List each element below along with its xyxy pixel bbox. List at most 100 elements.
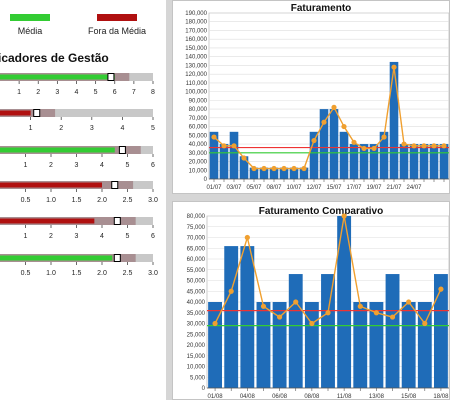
series-point bbox=[441, 143, 447, 149]
y-tick-label: 35,000 bbox=[187, 311, 206, 317]
series-point bbox=[293, 299, 299, 305]
series-point bbox=[301, 165, 307, 172]
bar bbox=[208, 302, 223, 388]
gauge-tick-label: 6 bbox=[151, 233, 155, 240]
gauge-tick-label: 5 bbox=[126, 233, 130, 240]
bar bbox=[288, 274, 303, 388]
x-tick-label: 24/07 bbox=[406, 185, 422, 191]
gauge-tick-label: 5 bbox=[151, 125, 155, 132]
x-tick-label: 18/08 bbox=[433, 394, 449, 399]
series-point bbox=[271, 165, 277, 172]
legend-label: Média bbox=[18, 26, 43, 36]
y-tick-label: 180,000 bbox=[185, 20, 207, 26]
y-tick-label: 10,000 bbox=[189, 168, 208, 174]
indicators-svg: Média Fora da Média icadores de Gestão 1 2 3 4… bbox=[0, 14, 158, 277]
bar bbox=[319, 109, 329, 179]
y-tick-label: 15,000 bbox=[187, 354, 206, 360]
series-point bbox=[251, 165, 257, 172]
y-tick-label: 80,000 bbox=[189, 107, 208, 113]
bar bbox=[349, 144, 359, 179]
bar bbox=[379, 131, 389, 179]
series-point bbox=[381, 134, 387, 140]
series-point bbox=[291, 165, 297, 172]
x-tick-label: 15/07 bbox=[326, 185, 342, 191]
x-tick-label: 04/08 bbox=[240, 394, 256, 399]
bar bbox=[289, 167, 299, 179]
y-tick-label: 5,000 bbox=[190, 375, 206, 381]
bar bbox=[299, 167, 309, 179]
series-point bbox=[221, 143, 227, 149]
series-point bbox=[341, 123, 347, 130]
x-tick-label: 19/07 bbox=[366, 185, 382, 191]
gauge-tick-label: 0.5 bbox=[21, 270, 31, 277]
gauge-tick-label: 2.0 bbox=[97, 270, 107, 277]
gauge-marker bbox=[113, 254, 121, 262]
gauge-tick-label: 3 bbox=[55, 89, 59, 96]
gauge-tick-label: 3 bbox=[75, 233, 79, 240]
bar bbox=[409, 144, 419, 179]
gauge-tick-label: 1.0 bbox=[46, 270, 56, 277]
bar bbox=[224, 246, 239, 388]
y-tick-label: 25,000 bbox=[187, 332, 206, 338]
y-tick-label: 75,000 bbox=[187, 225, 206, 231]
gauge-tick-label: 2 bbox=[59, 125, 63, 132]
x-tick-label: 13/08 bbox=[369, 394, 385, 399]
gauge-tick-label: 3 bbox=[75, 162, 79, 169]
series-point bbox=[331, 104, 337, 110]
gauge-value-bar bbox=[0, 147, 115, 153]
y-tick-label: 100,000 bbox=[185, 90, 207, 96]
x-tick-label: 01/07 bbox=[206, 185, 222, 191]
gauge-tick-label: 2.5 bbox=[123, 270, 133, 277]
bar bbox=[385, 274, 400, 388]
bar bbox=[272, 302, 287, 388]
series-point bbox=[371, 145, 377, 152]
y-tick-label: 80,000 bbox=[187, 214, 206, 220]
gauge-marker bbox=[107, 73, 115, 81]
plot-area bbox=[208, 12, 449, 180]
y-tick-label: 30,000 bbox=[187, 322, 206, 328]
series-point bbox=[228, 288, 234, 294]
series-point bbox=[351, 139, 357, 145]
x-tick-label: 03/07 bbox=[226, 185, 242, 191]
series-point bbox=[391, 64, 397, 70]
series-point bbox=[260, 303, 267, 309]
y-tick-label: 60,000 bbox=[189, 125, 208, 131]
x-tick-label: 08/07 bbox=[266, 185, 282, 191]
bar bbox=[256, 302, 271, 388]
y-tick-label: 20,000 bbox=[187, 343, 206, 349]
series-point bbox=[401, 141, 407, 147]
bar bbox=[279, 167, 289, 179]
bar bbox=[359, 144, 369, 179]
x-tick-label: 12/07 bbox=[306, 185, 322, 191]
series-point bbox=[311, 137, 317, 144]
bar bbox=[259, 167, 269, 179]
y-tick-label: 65,000 bbox=[187, 246, 206, 252]
gauge-value-bar bbox=[0, 74, 115, 80]
series-point bbox=[357, 303, 363, 309]
comparative-revenue-chart: Faturamento Comparativo 0 5,000 10,000 15,00… bbox=[187, 206, 449, 399]
gauge-tick-label: 3 bbox=[90, 125, 94, 132]
bar bbox=[433, 274, 448, 388]
y-tick-label: 50,000 bbox=[187, 279, 206, 285]
x-tick-label: 17/07 bbox=[346, 185, 362, 191]
gauge-value-bar bbox=[0, 218, 95, 224]
bar bbox=[399, 144, 409, 179]
indicators-title: icadores de Gestão bbox=[0, 51, 109, 65]
y-tick-label: 40,000 bbox=[187, 300, 206, 306]
series-point bbox=[321, 119, 327, 125]
x-tick-label: 08/08 bbox=[304, 394, 320, 399]
x-tick-label: 10/07 bbox=[286, 185, 302, 191]
gauge-value-bar bbox=[0, 255, 113, 261]
series-point bbox=[431, 143, 437, 149]
series-point bbox=[261, 165, 267, 172]
series-point bbox=[361, 145, 367, 152]
series-point bbox=[244, 234, 250, 241]
gauge-marker bbox=[33, 109, 41, 117]
gauge-marker bbox=[118, 146, 126, 154]
series-point bbox=[422, 320, 428, 327]
series-point bbox=[341, 213, 347, 219]
bar bbox=[429, 144, 439, 179]
series-point bbox=[406, 299, 412, 305]
gauge-tick-label: 2 bbox=[49, 233, 53, 240]
bar bbox=[240, 246, 255, 388]
